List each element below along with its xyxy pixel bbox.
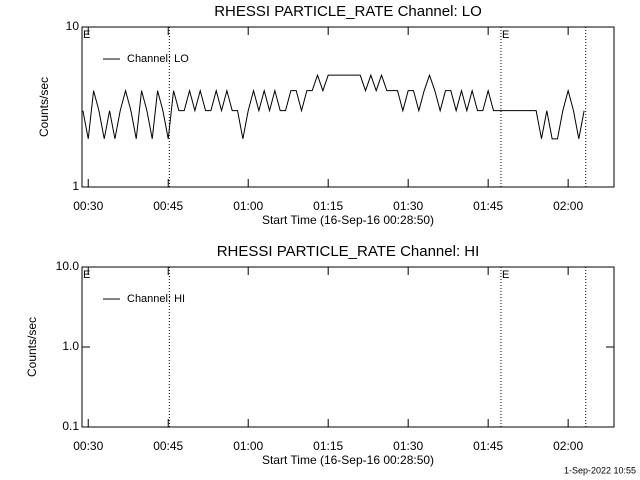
x-tick-label: 01:00 (233, 439, 263, 453)
footer: 1-Sep-2022 10:55 (564, 465, 636, 475)
data-line (82, 73, 585, 140)
x-tick-label: 01:30 (393, 439, 423, 453)
x-tick-label: 01:45 (473, 199, 503, 213)
x-tick-label: 00:45 (153, 199, 183, 213)
event-label: E (83, 269, 90, 281)
chart-title: RHESSI PARTICLE_RATE Channel: LO (214, 3, 482, 20)
y-tick-label: 10.0 (56, 259, 80, 273)
x-tick-label: 00:45 (153, 439, 183, 453)
event-label: E (83, 29, 90, 41)
x-tick-label: 01:15 (313, 439, 343, 453)
x-tick-label: 00:30 (73, 439, 103, 453)
y-axis-title: Counts/sec (25, 317, 39, 377)
x-tick-label: 01:15 (313, 199, 343, 213)
x-tick-label: 02:00 (553, 199, 583, 213)
x-tick-label: 01:45 (473, 439, 503, 453)
x-axis-title: Start Time (16-Sep-16 00:28:50) (262, 213, 434, 227)
x-tick-label: 02:00 (553, 439, 583, 453)
x-axis-title: Start Time (16-Sep-16 00:28:50) (262, 453, 434, 467)
x-tick-label: 00:30 (73, 199, 103, 213)
y-tick-label: 10 (66, 19, 80, 33)
chart-title: RHESSI PARTICLE_RATE Channel: HI (217, 243, 480, 260)
plot-frame (81, 26, 615, 188)
y-axis-title: Counts/sec (37, 77, 51, 137)
x-tick-label: 01:00 (233, 199, 263, 213)
y-tick-label: 1 (72, 179, 79, 193)
legend-label: Channel: LO (127, 53, 189, 65)
y-tick-label: 1.0 (62, 339, 79, 353)
event-label: E (502, 269, 509, 281)
x-tick-label: 01:30 (393, 199, 423, 213)
legend-label: Channel: HI (127, 293, 185, 305)
y-tick-label: 0.1 (62, 419, 79, 433)
event-label: E (502, 29, 509, 41)
